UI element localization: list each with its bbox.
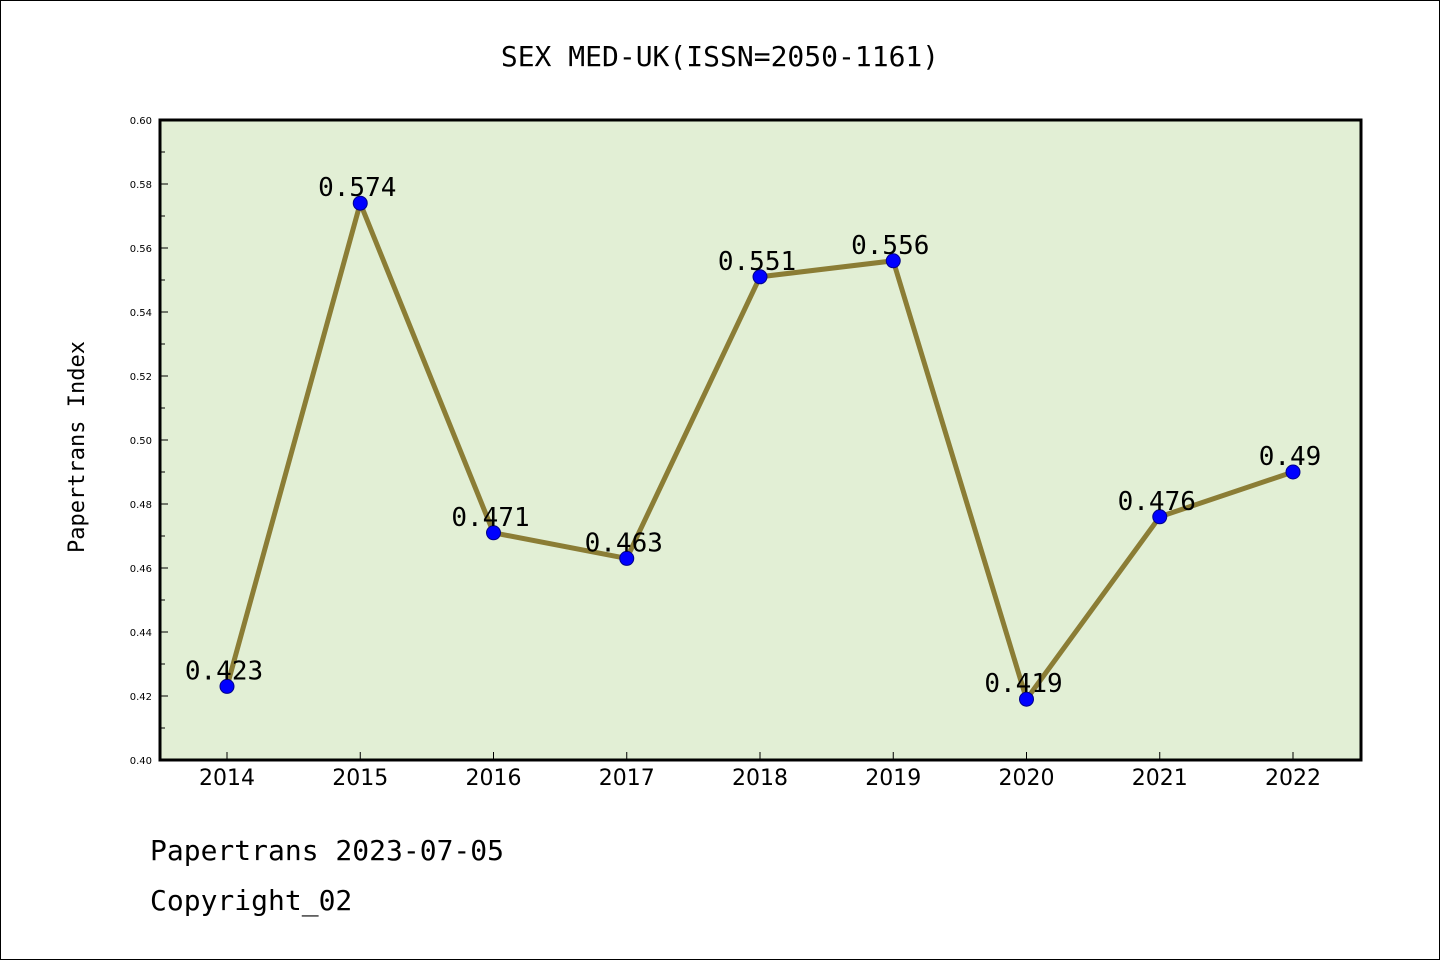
data-points <box>219 195 1301 707</box>
data-point <box>219 678 235 694</box>
x-tick-label: 2018 <box>732 766 788 791</box>
x-tick-label: 2014 <box>199 766 255 791</box>
x-tick-label: 2016 <box>466 766 522 791</box>
y-tick-label: 0.42 <box>130 692 152 703</box>
data-label: 0.49 <box>1259 442 1322 472</box>
data-point <box>352 195 368 211</box>
y-tick-label: 0.58 <box>130 180 152 191</box>
data-label: 0.476 <box>1118 487 1196 517</box>
data-label: 0.471 <box>451 503 529 533</box>
y-tick-label: 0.56 <box>130 244 152 255</box>
y-tick-label: 0.48 <box>130 500 152 511</box>
data-point <box>1285 464 1301 480</box>
data-point <box>885 253 901 269</box>
y-tick-label: 0.44 <box>130 628 152 639</box>
data-label: 0.574 <box>318 173 396 203</box>
y-tick-label: 0.50 <box>130 436 152 447</box>
footer-date: Papertrans 2023-07-05 <box>150 834 505 867</box>
x-tick-label: 2020 <box>999 766 1055 791</box>
y-tick-label: 0.54 <box>130 308 152 319</box>
plot-area <box>158 118 1363 762</box>
y-tick-label: 0.60 <box>130 116 152 127</box>
x-tick-label: 2015 <box>332 766 388 791</box>
x-axis: 2014 2015 2016 2017 2018 2019 2020 2021 2022 <box>199 752 1321 791</box>
data-point <box>619 550 635 566</box>
data-label: 0.556 <box>851 231 929 261</box>
data-label: 0.419 <box>984 669 1062 699</box>
data-label: 0.423 <box>185 656 263 686</box>
y-axis: 0.40 0.42 0.44 0.46 0.48 0.50 0.52 0.54 0.56 0.58… <box>130 116 168 767</box>
data-labels: 0.423 0.574 0.471 0.463 0.551 0.556 0.419 0.476… <box>185 173 1321 699</box>
y-axis-label: Papertrans Index <box>65 341 90 553</box>
footer-copyright: Copyright_02 <box>150 884 353 917</box>
y-tick-label: 0.46 <box>130 564 152 575</box>
data-point <box>1019 691 1034 707</box>
data-label: 0.463 <box>585 528 663 558</box>
data-point <box>486 525 501 541</box>
y-tick-label: 0.52 <box>130 372 152 383</box>
y-tick-label: 0.40 <box>130 756 152 767</box>
x-tick-label: 2017 <box>599 766 655 791</box>
x-tick-label: 2022 <box>1265 766 1321 791</box>
data-point <box>752 269 768 285</box>
data-point <box>1152 509 1168 525</box>
x-tick-label: 2019 <box>865 766 921 791</box>
chart-title: SEX MED-UK(ISSN=2050-1161) <box>501 40 939 73</box>
x-tick-label: 2021 <box>1132 766 1188 791</box>
data-label: 0.551 <box>718 247 796 277</box>
